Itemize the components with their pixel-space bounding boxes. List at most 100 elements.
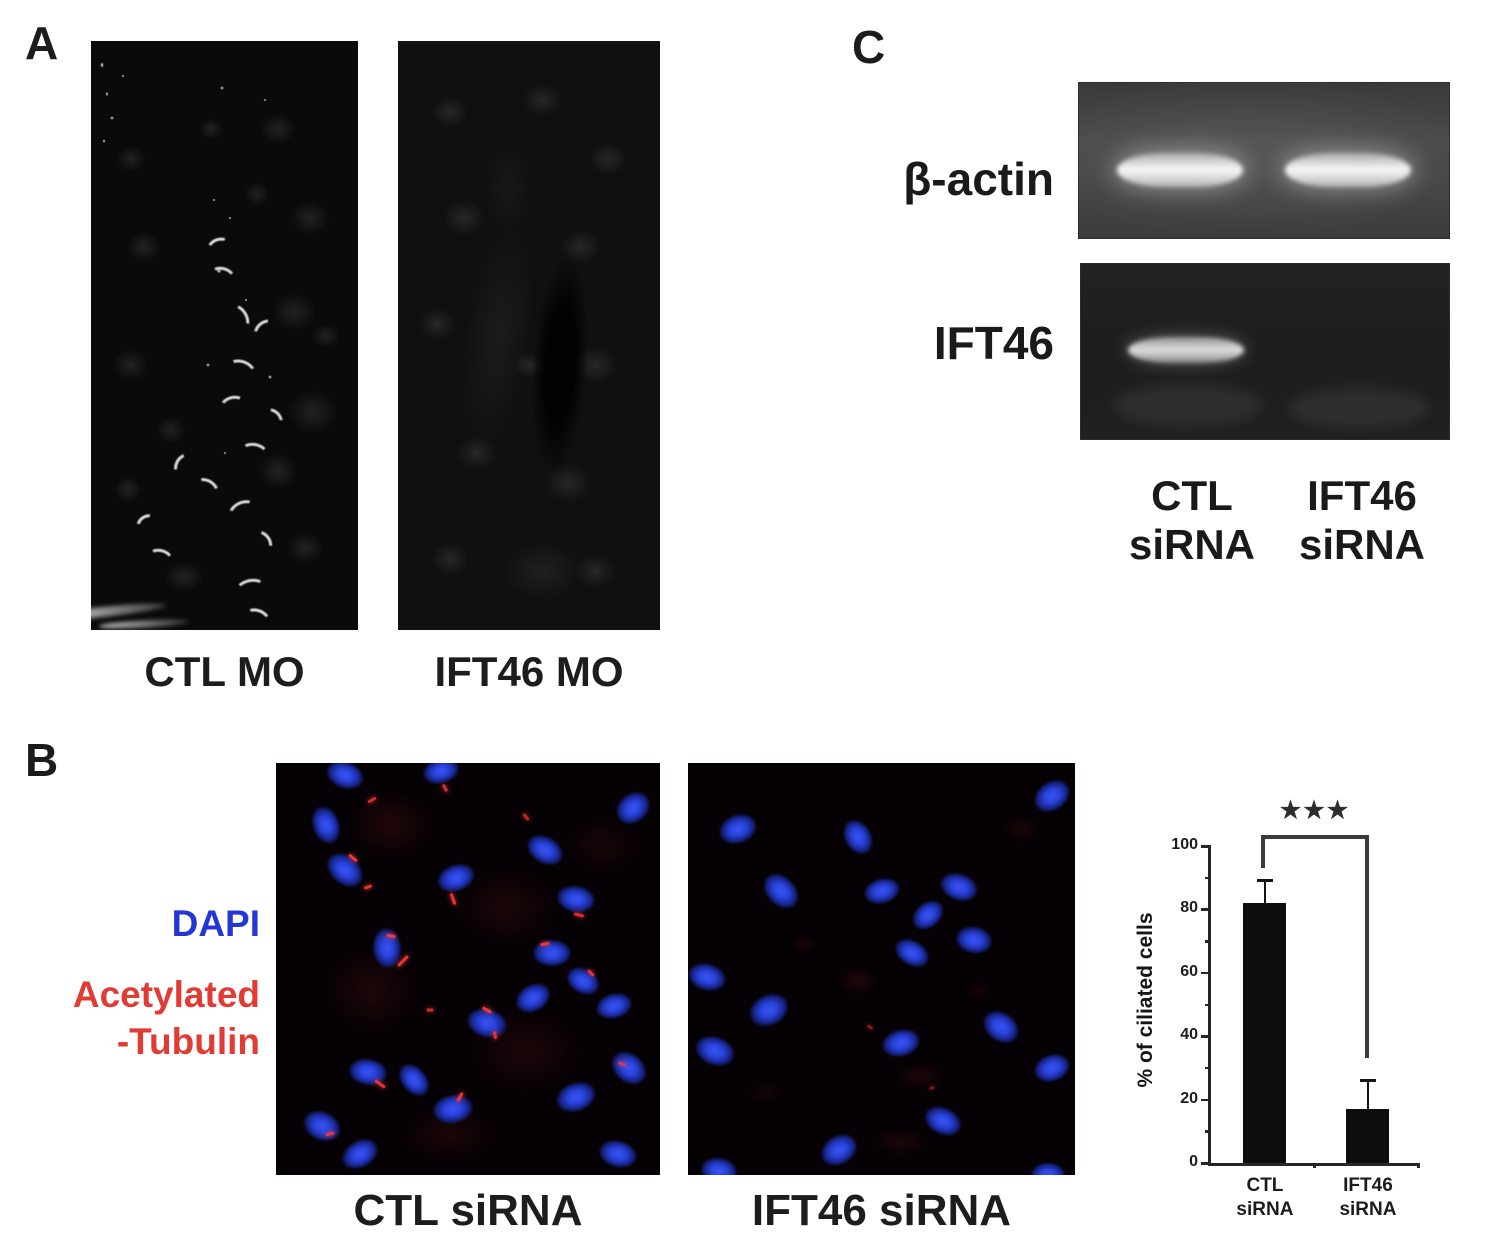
y-minor-tick [1205, 1066, 1211, 1070]
y-tick-label: 40 [1180, 1026, 1198, 1044]
nucleus [690, 1030, 740, 1073]
gel-ift46 [1080, 263, 1450, 440]
cilium [224, 495, 262, 529]
nucleus [297, 1103, 347, 1148]
y-tick-label: 0 [1189, 1153, 1198, 1170]
significance-bracket-right-leg [1365, 835, 1369, 1058]
nucleus [561, 961, 606, 1002]
nucleus [905, 893, 951, 937]
speck [212, 198, 216, 202]
lane-label-line: siRNA [1128, 521, 1256, 568]
red-haze [838, 966, 879, 997]
red-mark [574, 912, 585, 919]
error-bar-stem [1366, 1080, 1370, 1110]
cilium [247, 526, 277, 557]
nucleus [321, 763, 369, 796]
speck [267, 374, 272, 379]
speck [105, 91, 109, 97]
y-minor-tick [1205, 940, 1211, 943]
blob [311, 323, 340, 348]
speck [223, 451, 226, 455]
y-tick-label: 100 [1171, 836, 1198, 853]
nucleus [688, 958, 731, 996]
nucleus [755, 865, 807, 917]
blob [113, 348, 150, 381]
red-haze [963, 979, 994, 1000]
red-haze [870, 1127, 931, 1158]
nucleus [697, 1153, 741, 1175]
blob [199, 118, 224, 141]
red-mark [441, 783, 449, 792]
legend-acetylated: Acetylated [72, 974, 260, 1015]
nucleus [814, 1127, 864, 1174]
nucleus [714, 807, 763, 850]
red-haze [346, 789, 437, 860]
blob [114, 475, 143, 502]
y-minor-tick [1205, 1003, 1211, 1006]
red-mark [866, 1023, 874, 1030]
significance-bracket-bar [1261, 835, 1369, 839]
blob [522, 83, 563, 116]
nucleus [935, 866, 983, 907]
bar-ctl-sirna [1243, 903, 1287, 1163]
blob [271, 292, 316, 331]
y-tick-label: 60 [1180, 962, 1198, 980]
x-axis-tick [1313, 1163, 1316, 1168]
blob [431, 543, 470, 576]
micrograph-ift46-mo [398, 41, 660, 630]
blob [116, 145, 147, 172]
blob [287, 390, 338, 435]
speck [110, 115, 115, 120]
speck [228, 216, 232, 220]
nucleus [594, 1135, 641, 1174]
error-bar-cap [1256, 879, 1273, 882]
lane-label-line: CTL [1151, 472, 1233, 519]
y-major-tick [1201, 1162, 1211, 1165]
blob [574, 554, 615, 589]
nucleus [305, 801, 346, 849]
red-haze [789, 934, 820, 955]
red-mark [928, 1086, 935, 1091]
red-haze [745, 1080, 786, 1105]
panel-a-letter: A [25, 17, 59, 69]
cilium [241, 605, 272, 630]
haze [502, 541, 583, 602]
nucleus [520, 827, 570, 872]
gel-smear [1113, 384, 1263, 426]
y-minor-tick [1205, 1130, 1211, 1133]
blob [286, 531, 323, 564]
caption-ift46-sirna: IFT46 siRNA [751, 1186, 1012, 1235]
blob [156, 415, 187, 444]
speck [216, 268, 222, 274]
cilium [217, 393, 248, 420]
y-minor-tick [1205, 876, 1211, 880]
panel-b-letter: B [25, 734, 59, 786]
nucleus [836, 813, 880, 861]
gel-target-beta-actin: β-actin [903, 153, 1054, 205]
speck [102, 139, 106, 144]
cilium [259, 404, 286, 432]
chart-plot: 0 20 40 60 80 100 CTL siRNA IFT46 siRNA [1171, 836, 1420, 1220]
cilium [234, 576, 268, 602]
x-axis-tick [1417, 1163, 1420, 1168]
cilium [170, 450, 199, 480]
blob [243, 182, 270, 207]
blob [127, 232, 162, 263]
y-major-tick [1201, 1035, 1211, 1038]
nucleus [953, 923, 996, 958]
gel-beta-actin [1078, 82, 1450, 239]
red-haze [895, 1061, 946, 1092]
red-mark [363, 883, 373, 890]
bar-ift46-sirna [1346, 1109, 1390, 1163]
nucleus [532, 938, 573, 967]
blob [432, 96, 469, 127]
speck [219, 86, 224, 91]
gel-target-ift46: IFT46 [933, 317, 1054, 369]
red-haze [562, 815, 643, 876]
nucleus [392, 1057, 437, 1104]
nucleus [592, 988, 636, 1024]
micrograph-ctl-sirna [276, 763, 660, 1175]
cilium [222, 300, 254, 335]
blob [456, 436, 497, 471]
